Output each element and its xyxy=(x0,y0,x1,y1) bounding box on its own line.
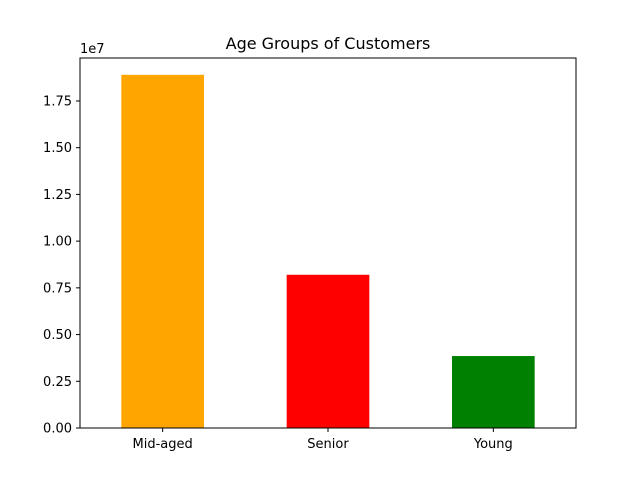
x-tick-label: Mid-aged xyxy=(133,437,193,452)
x-tick-label: Young xyxy=(473,437,513,452)
y-tick-label: 0.75 xyxy=(43,281,72,296)
bar-senior xyxy=(286,274,370,428)
y-tick-label: 1.00 xyxy=(43,235,72,250)
bars-group xyxy=(121,74,535,429)
plot-frame xyxy=(79,57,577,429)
bar-young xyxy=(452,356,535,428)
bar-mid-aged xyxy=(121,74,204,429)
y-tick-label: 1.25 xyxy=(43,188,72,203)
y-tick-label: 1.50 xyxy=(43,141,72,156)
y-offset-label: 1e7 xyxy=(80,42,105,57)
y-tick-label: 0.50 xyxy=(43,328,72,343)
x-axis: Mid-aged Senior Young xyxy=(133,428,513,452)
y-tick-label: 1.75 xyxy=(43,94,72,109)
y-tick-label: 0.25 xyxy=(43,375,72,390)
y-axis: 0.00 0.25 0.50 0.75 1.00 1.25 1.50 1.75 xyxy=(43,94,80,437)
y-tick-label: 0.00 xyxy=(43,422,72,437)
x-tick-label: Senior xyxy=(307,437,349,452)
chart-title: Age Groups of Customers xyxy=(226,34,431,53)
